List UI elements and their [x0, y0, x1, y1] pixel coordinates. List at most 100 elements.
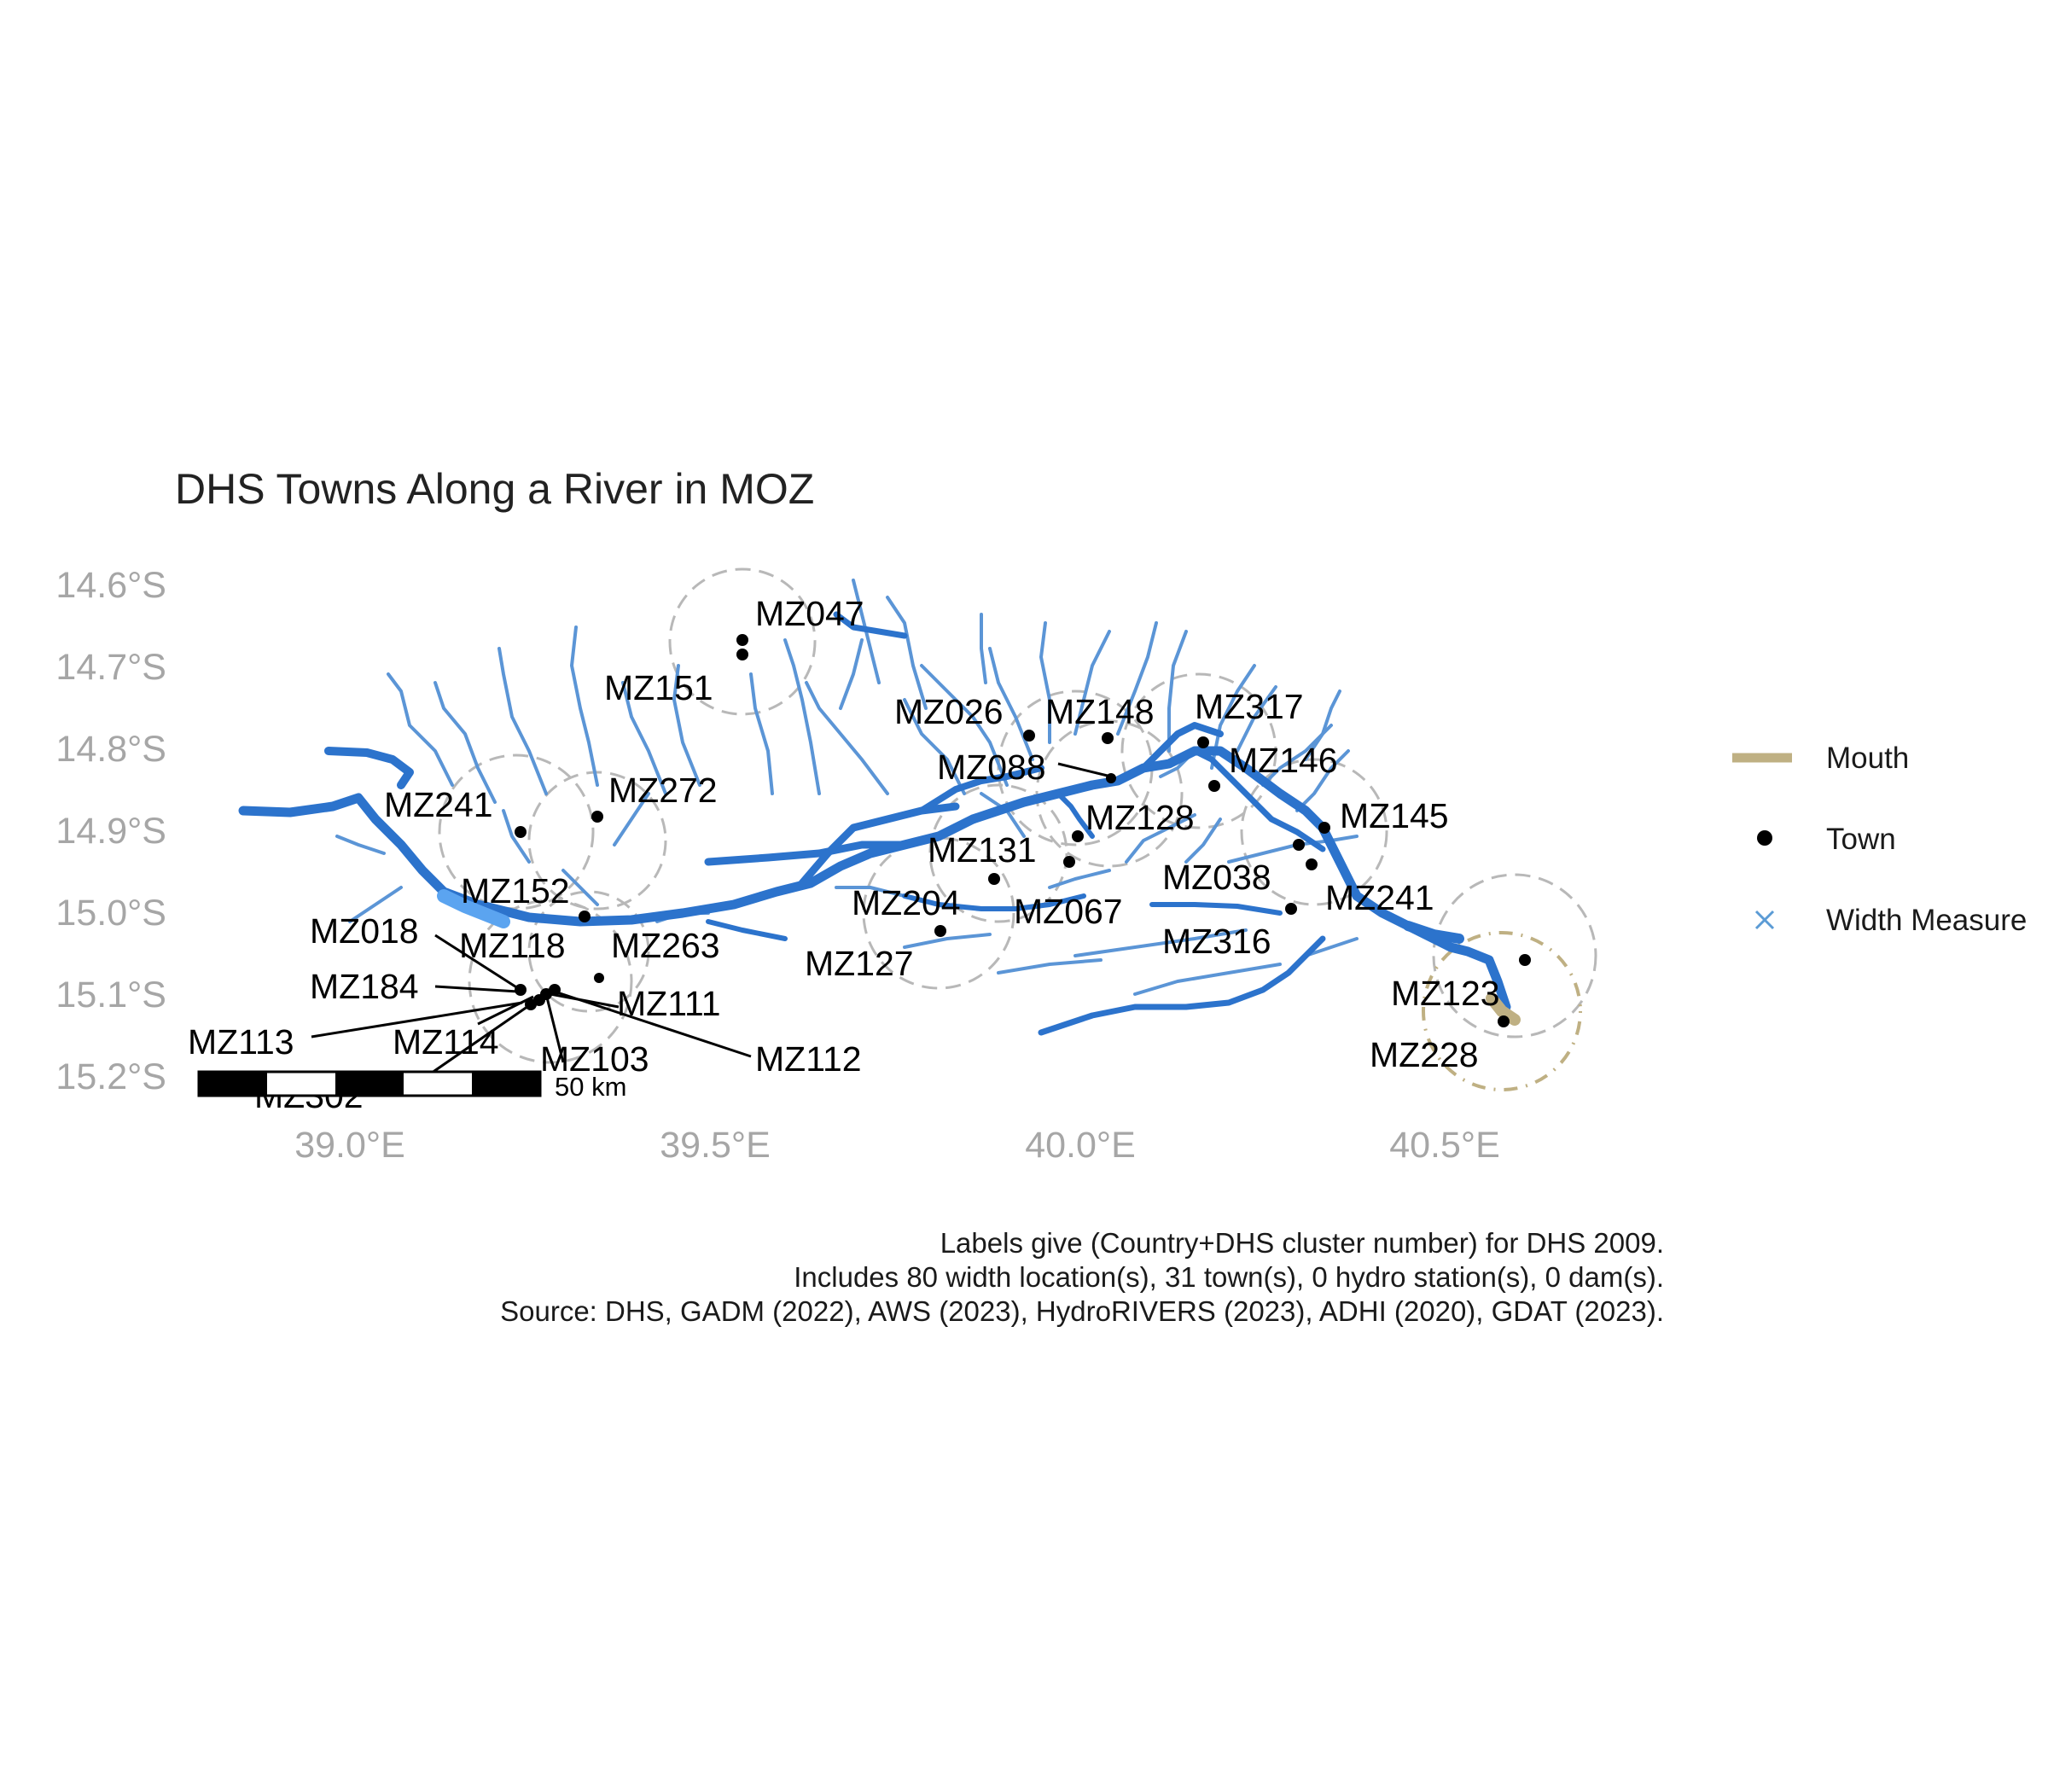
tributary	[497, 647, 548, 795]
town-label: MZ111	[617, 984, 721, 1023]
leader-line	[434, 985, 519, 993]
town-point	[1023, 730, 1035, 742]
tributary	[502, 809, 531, 864]
town-label: MZ263	[611, 926, 720, 965]
label-leaders	[311, 762, 1112, 1096]
town-point	[591, 811, 603, 823]
town-label: MZ241	[384, 785, 493, 824]
tributary	[749, 672, 774, 795]
leader-line	[554, 990, 752, 1058]
river-channel	[902, 893, 1086, 911]
river-channel	[1149, 902, 1283, 916]
town-label: MZ316	[1162, 922, 1271, 961]
tributary	[839, 638, 864, 710]
y-tick-label: 15.0°S	[55, 893, 166, 934]
tributary	[1304, 937, 1359, 957]
tributary	[1073, 928, 1248, 957]
tributary	[903, 933, 992, 949]
town-point	[594, 973, 604, 983]
buffer-circle	[862, 836, 1015, 990]
river-channel	[706, 919, 788, 941]
town-label: MZ146	[1229, 741, 1338, 780]
y-tick-label: 15.1°S	[55, 975, 166, 1015]
town-label: MZ123	[1391, 974, 1500, 1013]
tributary	[1039, 621, 1051, 744]
town-point	[1197, 736, 1209, 748]
tributary	[1167, 630, 1188, 753]
tributary	[783, 638, 821, 795]
tributary	[1304, 689, 1341, 761]
buffer-circle	[668, 567, 817, 716]
town-point	[736, 649, 748, 660]
town-label: MZ026	[894, 692, 1004, 731]
town-label: MZ067	[1014, 892, 1123, 931]
river-channel	[833, 611, 908, 639]
town-point	[515, 984, 527, 996]
tributaries	[335, 579, 1359, 996]
town-label: MZ131	[928, 830, 1037, 870]
town-label: MZ148	[1045, 692, 1155, 731]
town-point	[988, 873, 1000, 885]
town-label: MZ103	[540, 1039, 649, 1079]
town-point	[549, 984, 561, 996]
y-axis-labels: 14.6°S 14.7°S 14.8°S 14.9°S 15.0°S 15.1°…	[55, 565, 166, 1097]
tributary	[1048, 869, 1111, 889]
town-label: MZ018	[310, 911, 419, 951]
wide-river-section	[437, 889, 510, 928]
legend-label-width-measure: Width Measure	[1826, 904, 2027, 937]
x-axis-labels: 39.0°E 39.5°E 40.0°E 40.5°E	[294, 1125, 1500, 1166]
leader-line	[434, 934, 521, 992]
tributary	[835, 886, 906, 898]
town-points	[515, 634, 1531, 1027]
town-point	[736, 634, 748, 646]
tributary	[1125, 813, 1196, 864]
town-point	[579, 911, 591, 922]
scale-bar-segment	[199, 1072, 267, 1096]
tributary	[570, 625, 599, 787]
river-channel	[704, 841, 909, 866]
leader-line	[477, 995, 534, 1026]
tributary	[1116, 621, 1158, 736]
legend-town-key	[1757, 830, 1772, 846]
tributary	[387, 672, 454, 787]
tributary	[348, 886, 403, 923]
town-label: MZ113	[188, 1022, 294, 1062]
tributary	[886, 596, 928, 710]
caption: Labels give (Country+DHS cluster number)…	[500, 1227, 1664, 1327]
x-tick-label: 40.0°E	[1025, 1125, 1136, 1166]
town-labels: MZ047 MZ151 MZ026 MZ148 MZ317 MZ088 MZ14…	[188, 594, 1500, 1115]
tributary	[335, 835, 386, 855]
tributary	[1073, 630, 1111, 736]
legend-label-mouth: Mouth	[1826, 742, 1909, 775]
town-buffers	[438, 567, 1597, 1064]
town-label: MZ128	[1085, 798, 1195, 837]
tributary	[1133, 963, 1282, 996]
town-point	[1106, 773, 1116, 783]
tributary	[672, 664, 701, 787]
town-label: MZ272	[608, 771, 718, 810]
scale-bar-segment	[335, 1072, 404, 1096]
tributary	[613, 792, 650, 847]
mouth-buffer	[1422, 931, 1582, 1091]
river-mouth	[1486, 992, 1521, 1026]
town-point	[934, 925, 946, 937]
buffer-circle	[527, 771, 667, 911]
town-point	[1519, 954, 1531, 966]
tributary	[621, 681, 667, 795]
caption-line: Includes 80 width location(s), 31 town(s…	[794, 1261, 1664, 1293]
town-label: MZ317	[1195, 687, 1304, 726]
town-label: MZ127	[805, 944, 914, 983]
buffer-circle	[1432, 873, 1597, 1039]
town-point	[533, 994, 545, 1006]
map-title: DHS Towns Along a River in MOZ	[175, 465, 814, 513]
town-point	[1318, 822, 1330, 834]
tributary	[1184, 817, 1222, 864]
town-label: MZ151	[604, 668, 713, 707]
caption-line: Source: DHS, GADM (2022), AWS (2023), Hy…	[500, 1295, 1664, 1327]
legend-width-measure-key	[1754, 910, 1775, 930]
tributary	[805, 681, 889, 795]
town-label: MZ228	[1370, 1035, 1479, 1074]
river-channel	[1056, 791, 1095, 839]
town-point	[1208, 780, 1220, 792]
